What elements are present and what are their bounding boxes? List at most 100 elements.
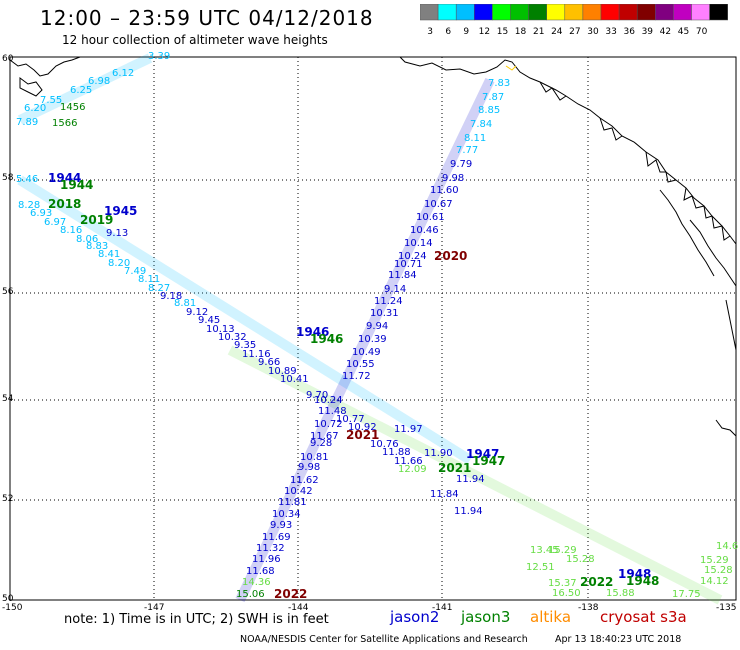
legend-jason2: jason2 <box>390 608 440 626</box>
color-scale-label: 21 <box>533 27 544 37</box>
lat-label: 50 <box>2 594 14 604</box>
color-scale-label: 18 <box>515 27 527 37</box>
color-scale-label: 42 <box>660 27 671 37</box>
wave-height-value: 10.71 <box>394 259 423 270</box>
pass-time-label: 2021 <box>346 428 379 442</box>
lat-label: 60 <box>2 54 14 64</box>
wave-height-value: 11.48 <box>318 406 347 417</box>
longitude-labels: -150 -147 -144 -141 -138 -135 <box>2 603 736 613</box>
wave-height-value: 9.13 <box>106 228 128 239</box>
color-scale-swatch <box>636 4 656 21</box>
wave-height-value: 8.83 <box>86 241 108 252</box>
color-scale-label: 15 <box>497 27 508 37</box>
color-scale-swatch <box>474 4 493 21</box>
wave-height-value: 8.11 <box>138 274 160 285</box>
satellite-tracks <box>17 53 723 605</box>
wave-height-value: 15.88 <box>606 588 635 599</box>
wave-height-value: 10.39 <box>358 334 387 345</box>
wave-height-value: 7.84 <box>470 119 492 130</box>
wave-height-value: 8.11 <box>464 133 486 144</box>
pass-time-label: 1948 <box>618 567 651 581</box>
wave-height-value: 11.97 <box>394 424 423 435</box>
wave-height-value: 11.84 <box>388 270 417 281</box>
legend-jason3: jason3 <box>461 608 511 626</box>
wave-height-value: 9.66 <box>258 357 280 368</box>
lat-label: 54 <box>2 394 14 404</box>
wave-height-value: 7.83 <box>488 78 510 89</box>
wave-height-value: 1456 <box>60 102 85 113</box>
color-scale-swatch <box>546 4 566 21</box>
wave-height-value: 6.20 <box>24 103 46 114</box>
wave-height-value: 9.79 <box>450 159 472 170</box>
wave-height-value: 9.18 <box>160 291 182 302</box>
wave-height-value: 3.39 <box>148 51 170 62</box>
color-scale-label: 24 <box>551 27 563 37</box>
wave-height-value: 10.31 <box>370 308 399 319</box>
wave-height-value: 15.28 <box>704 565 733 576</box>
wave-height-value: 11.32 <box>256 543 285 554</box>
latitude-labels: 60 58 56 54 52 50 <box>2 54 14 604</box>
wave-height-value: 10.89 <box>268 366 297 377</box>
color-scale-swatch <box>455 4 475 21</box>
wave-height-value: 1566 <box>52 118 77 129</box>
color-scale-swatch <box>673 4 692 21</box>
pass-time-label: 2020 <box>434 249 467 263</box>
wave-height-value: 10.42 <box>284 486 313 497</box>
wave-height-value: 6.98 <box>88 76 110 87</box>
pass-time-label: 2022 <box>580 575 613 589</box>
wave-height-value: 15.29 <box>700 555 729 566</box>
wave-height-value: 11.94 <box>456 474 485 485</box>
lon-label: -150 <box>2 603 23 613</box>
wave-height-value: 10.13 <box>206 324 235 335</box>
wave-height-value: 8.20 <box>108 258 130 269</box>
wave-height-value: 10.55 <box>346 359 375 370</box>
lat-label: 52 <box>2 494 13 504</box>
lat-label: 56 <box>2 287 14 297</box>
wave-height-value: 10.67 <box>424 199 453 210</box>
wave-height-value: 10.49 <box>352 347 381 358</box>
color-scale-swatch <box>618 4 638 21</box>
wave-height-value: 10.72 <box>314 419 343 430</box>
wave-height-value: 11.16 <box>242 349 271 360</box>
legend-cryosat-s3a: cryosat s3a <box>600 608 687 626</box>
color-scale-label: 9 <box>463 27 469 37</box>
pass-time-label: 1948 <box>626 574 659 588</box>
color-scale-swatch <box>691 4 710 21</box>
wave-height-value: 11.88 <box>382 447 411 458</box>
wave-height-value: 8.06 <box>76 234 98 245</box>
wave-height-value: 10.32 <box>218 332 247 343</box>
wave-height-value: 14.6 <box>716 541 738 552</box>
wave-height-value: 11.90 <box>424 448 453 459</box>
graticule <box>10 57 736 600</box>
wave-height-value: 11.69 <box>262 532 291 543</box>
wave-height-value: 8.28 <box>18 200 40 211</box>
wave-height-value: 17.75 <box>672 589 701 600</box>
pass-time-label: 1947 <box>472 454 505 468</box>
wave-height-value: 6.25 <box>70 85 92 96</box>
wave-height-value: 9.45 <box>198 315 220 326</box>
color-scale-label: 36 <box>623 27 635 37</box>
wave-height-value: 7.77 <box>456 145 478 156</box>
footer-note: note: 1) Time is in UTC; 2) SWH is in fe… <box>64 612 329 627</box>
legend-altika: altika <box>530 608 572 626</box>
wave-height-value: 9.93 <box>270 520 292 531</box>
wave-height-value: 9.70 <box>306 390 328 401</box>
pass-time-label: 1946 <box>310 332 343 346</box>
wave-height-value: 8.41 <box>98 249 120 260</box>
wave-height-value: 10.46 <box>410 225 439 236</box>
pass-time-label: 2021 <box>438 461 471 475</box>
color-scale-swatch <box>492 4 511 21</box>
wave-height-value: 5.46 <box>16 174 38 185</box>
map-frame <box>9 56 737 601</box>
color-scale-label: 6 <box>445 27 451 37</box>
wave-height-value: 11.24 <box>374 296 403 307</box>
color-scale-label: 27 <box>569 27 580 37</box>
wave-height-value: 10.77 <box>336 414 365 425</box>
wave-height-value: 6.12 <box>112 68 134 79</box>
wave-height-value: 9.94 <box>366 321 388 332</box>
pass-time-label: 1944 <box>48 171 81 185</box>
color-scale-legend: 3 6 9 12 15 18 21 24 27 30 33 36 39 42 45 70 <box>420 4 728 37</box>
wave-height-value: 10.81 <box>300 452 329 463</box>
wave-height-value: 8.81 <box>174 298 196 309</box>
wave-height-value: 13.45 <box>530 545 559 556</box>
